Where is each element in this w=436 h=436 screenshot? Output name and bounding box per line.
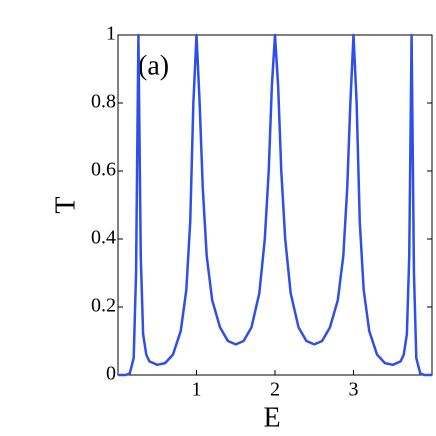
y-tick-label: 0.2 xyxy=(91,295,116,317)
x-tick-label: 2 xyxy=(270,379,280,401)
data-line xyxy=(118,33,432,377)
y-tick-label: 0.4 xyxy=(91,227,116,249)
plot-frame xyxy=(117,34,433,376)
x-tick-label: 3 xyxy=(349,379,359,401)
y-axis-label: T xyxy=(50,196,81,213)
y-tick-label: 0.6 xyxy=(91,159,116,181)
annotation: (a) xyxy=(138,50,169,81)
y-tick-label: 0.8 xyxy=(91,91,116,113)
y-tick-label: 0 xyxy=(106,363,116,385)
y-tick-label: 1 xyxy=(106,23,116,45)
x-tick-label: 1 xyxy=(192,379,202,401)
x-axis-label: E xyxy=(263,402,280,433)
